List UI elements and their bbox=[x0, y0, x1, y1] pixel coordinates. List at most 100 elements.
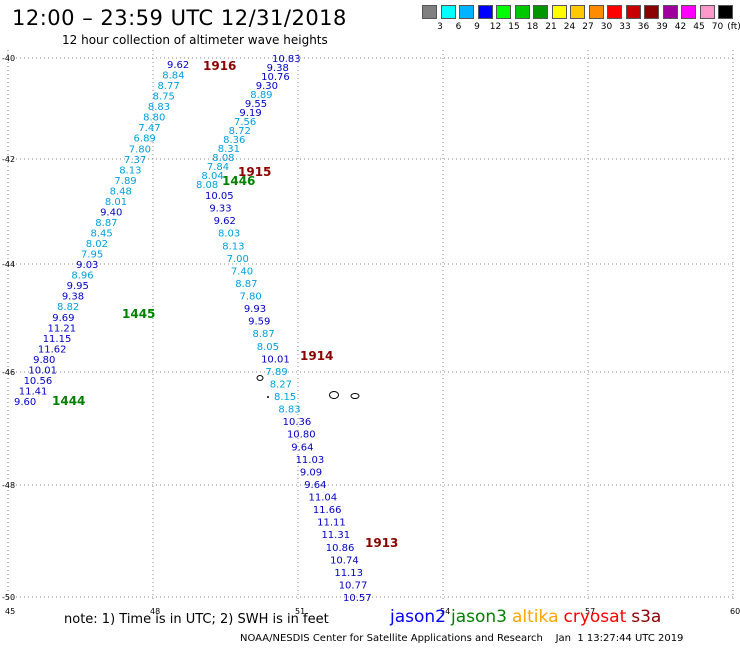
track-1915-label: 11.11 bbox=[317, 518, 346, 529]
satellite-legend-jason2: jason2 bbox=[390, 607, 446, 627]
scale-label: 21 bbox=[545, 22, 557, 32]
scale-swatch bbox=[644, 5, 659, 19]
track-1916-label: 7.95 bbox=[81, 250, 103, 261]
track-1916-label: 11.15 bbox=[43, 334, 72, 345]
track-1446-label: 8.36 bbox=[223, 135, 245, 146]
track-1915-label: 11.66 bbox=[313, 505, 342, 516]
scale-label: 15 bbox=[508, 22, 520, 32]
lon-tick-label: 60 bbox=[730, 607, 740, 616]
track-1916-label: 11.41 bbox=[19, 386, 48, 397]
track-1916-label: 11.62 bbox=[38, 344, 67, 355]
pass-label-1915: 1915 bbox=[238, 165, 271, 179]
track-1446-label: 9.19 bbox=[239, 108, 261, 119]
track-1916-label: 11.21 bbox=[47, 323, 76, 334]
scale-label: 30 bbox=[600, 22, 613, 32]
chart-title: 12:00 – 23:59 UTC 12/31/2018 bbox=[12, 6, 347, 30]
scale-label: 9 bbox=[474, 22, 480, 32]
track-1915-label: 10.01 bbox=[261, 354, 290, 365]
track-1916-label: 8.45 bbox=[91, 229, 113, 240]
track-1446-label: 9.30 bbox=[256, 81, 278, 92]
island-outlines bbox=[256, 375, 360, 399]
track-1916-label: 8.83 bbox=[148, 102, 170, 113]
lat-tick-label: -46 bbox=[2, 368, 15, 377]
lat-tick-label: -40 bbox=[2, 54, 15, 63]
pass-label-1446: 1446 bbox=[222, 174, 255, 188]
scale-swatch bbox=[625, 5, 641, 19]
scale-swatch bbox=[551, 5, 567, 19]
pass-label-1445: 1445 bbox=[122, 307, 155, 321]
track-1915-label: 10.80 bbox=[287, 430, 316, 441]
track-1915-label: 10.57 bbox=[343, 593, 372, 604]
track-1916-label: 9.40 bbox=[100, 207, 122, 218]
track-1915-label: 11.31 bbox=[321, 530, 350, 541]
lat-tick-label: -44 bbox=[2, 260, 15, 269]
track-1916-label: 8.96 bbox=[71, 271, 93, 282]
track-1916-label: 9.80 bbox=[33, 355, 55, 366]
track-1915-label: 9.93 bbox=[244, 304, 266, 315]
scale-label: 3 bbox=[437, 22, 443, 32]
track-1916-label: 7.37 bbox=[124, 155, 146, 166]
track-1446-label: 10.76 bbox=[261, 72, 290, 83]
chart-subtitle: 12 hour collection of altimeter wave hei… bbox=[62, 33, 328, 47]
satellite-legend-cryosat: cryosat bbox=[563, 607, 627, 627]
scale-label: 70 bbox=[711, 22, 724, 32]
scale-label: 6 bbox=[455, 22, 462, 32]
track-1915-label: 8.05 bbox=[257, 342, 279, 353]
track-1916-label: 8.02 bbox=[86, 239, 108, 250]
track-1916-label: 8.84 bbox=[162, 71, 184, 82]
track-1446-label: 9.55 bbox=[245, 99, 267, 110]
scale-swatch bbox=[514, 5, 530, 19]
track-1916-label: 8.87 bbox=[95, 218, 117, 229]
track-1915-label: 7.80 bbox=[240, 292, 262, 303]
lon-tick-label: 48 bbox=[150, 607, 160, 616]
track-1916-label: 8.80 bbox=[143, 113, 165, 124]
track-1446-label: 8.08 bbox=[212, 153, 234, 164]
track-1916-label: 7.89 bbox=[114, 176, 136, 187]
footnote: note: 1) Time is in UTC; 2) SWH is in fe… bbox=[64, 612, 329, 627]
track-1916-label: 7.47 bbox=[138, 123, 160, 134]
track-1916-label: 8.82 bbox=[57, 302, 79, 313]
track-1446-label: 8.72 bbox=[229, 126, 251, 137]
track-1915-label: 7.00 bbox=[227, 254, 249, 265]
scale-swatch bbox=[533, 5, 548, 19]
track-1916-label: 8.77 bbox=[157, 81, 179, 92]
satellite-legend: jason2 jason3 altika cryosat s3a bbox=[390, 607, 666, 627]
track-1916-label: 6.89 bbox=[134, 134, 156, 145]
track-1915-label: 10.05 bbox=[205, 191, 234, 202]
track-1916-label: 9.69 bbox=[52, 313, 74, 324]
track-1915-label: 9.62 bbox=[214, 216, 236, 227]
track-1915-label: 8.03 bbox=[218, 229, 240, 240]
scale-swatch bbox=[718, 5, 733, 19]
track-1915-label: 10.36 bbox=[283, 417, 312, 428]
scale-label: 45 bbox=[693, 22, 705, 32]
scale-label: 39 bbox=[656, 22, 668, 32]
scale-label: 12 bbox=[489, 22, 502, 32]
axis-ticks: 45 48 51 54 57 60 -40 -42 -44 -46 -48 -50 bbox=[2, 54, 740, 616]
track-1915-label: 8.27 bbox=[270, 379, 292, 390]
scale-swatch bbox=[681, 5, 696, 19]
track-1916-label: 9.62 bbox=[167, 60, 189, 71]
scale-swatch bbox=[496, 5, 511, 19]
pass-label-1444: 1444 bbox=[52, 394, 85, 408]
scale-label: 42 bbox=[674, 22, 687, 32]
track-1916-label: 8.48 bbox=[110, 186, 132, 197]
track-1916-label: 7.80 bbox=[129, 144, 151, 155]
satellite-legend-jason3: jason3 bbox=[451, 607, 507, 627]
track-1915-label: 8.87 bbox=[235, 279, 257, 290]
scale-swatch bbox=[570, 5, 585, 19]
track-1915-label: 9.64 bbox=[291, 442, 313, 453]
map-grid bbox=[7, 50, 735, 600]
track-1446-label: 8.08 bbox=[196, 180, 218, 191]
track-1915-label: 8.83 bbox=[278, 405, 300, 416]
scale-swatch bbox=[422, 5, 437, 19]
lon-tick-label: 45 bbox=[5, 607, 15, 616]
scale-label: 24 bbox=[563, 22, 576, 32]
scale-unit: (ft) bbox=[727, 22, 740, 32]
track-1916-label: 8.01 bbox=[105, 197, 127, 208]
pass-label-1914: 1914 bbox=[300, 349, 333, 363]
track-1915-label: 7.40 bbox=[231, 266, 253, 277]
track-1916-label: 9.60 bbox=[14, 397, 36, 408]
credit-line: NOAA/NESDIS Center for Satellite Applica… bbox=[240, 633, 684, 644]
